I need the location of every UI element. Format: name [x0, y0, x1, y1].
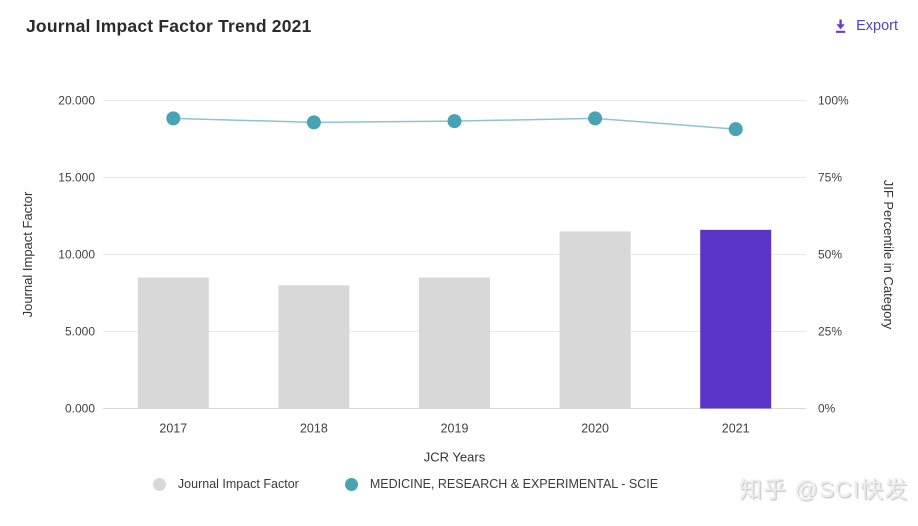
download-icon: [833, 18, 848, 34]
legend-item-category[interactable]: MEDICINE, RESEARCH & EXPERIMENTAL - SCIE: [344, 477, 659, 491]
jif-trend-chart: 0.000 0% 5.000 25% 10.000 50% 15.000 75% 20.000 1…: [20, 94, 896, 465]
right-axis-tick-label: 75%: [818, 171, 842, 185]
page-title: Journal Impact Factor Trend 2021: [26, 15, 312, 36]
x-tick-label-2018: 2018: [300, 422, 328, 436]
right-axis-tick-label: 0%: [818, 402, 836, 416]
left-axis-title: Journal Impact Factor: [20, 191, 35, 317]
left-axis-tick-label: 15.000: [58, 171, 95, 185]
x-axis-title: JCR Years: [424, 450, 486, 465]
x-tick-label-2020: 2020: [581, 422, 609, 436]
bar-2020[interactable]: [559, 231, 631, 409]
line-point-2021[interactable]: [728, 122, 743, 137]
left-axis-tick-label: 20.000: [58, 94, 95, 108]
right-axis-tick-label: 25%: [818, 325, 842, 339]
right-axis-tick-label: 100%: [818, 94, 849, 108]
legend-label-category: MEDICINE, RESEARCH & EXPERIMENTAL - SCIE: [369, 477, 659, 491]
bar-2021[interactable]: [700, 229, 772, 409]
watermark: 知乎 @SCI快发: [738, 476, 908, 502]
right-axis-title: JIF Percentile in Category: [881, 180, 896, 330]
legend-label-jif: Journal Impact Factor: [177, 477, 299, 491]
right-axis-tick-label: 50%: [818, 248, 842, 262]
chart-header: Journal Impact Factor Trend 2021 Export: [26, 14, 904, 38]
line-point-2018[interactable]: [306, 115, 321, 130]
export-label: Export: [856, 18, 898, 34]
line-point-2019[interactable]: [447, 114, 462, 129]
bar-2019[interactable]: [419, 277, 490, 409]
export-button[interactable]: Export: [827, 14, 904, 38]
line-point-2017[interactable]: [166, 111, 181, 126]
legend-marker-category: [344, 477, 358, 491]
x-tick-label-2021: 2021: [722, 422, 750, 436]
chart-legend: Journal Impact Factor MEDICINE, RESEARCH…: [103, 477, 708, 491]
x-tick-label-2019: 2019: [441, 422, 469, 436]
bar-2018[interactable]: [278, 285, 350, 409]
legend-item-jif[interactable]: Journal Impact Factor: [152, 477, 299, 491]
bar-2017[interactable]: [137, 277, 209, 409]
line-point-2020[interactable]: [588, 111, 603, 126]
x-tick-label-2017: 2017: [159, 422, 187, 436]
left-axis-tick-label: 5.000: [65, 325, 95, 339]
left-axis-tick-label: 0.000: [65, 402, 95, 416]
left-axis-tick-label: 10.000: [58, 248, 95, 262]
legend-marker-jif: [152, 477, 166, 491]
